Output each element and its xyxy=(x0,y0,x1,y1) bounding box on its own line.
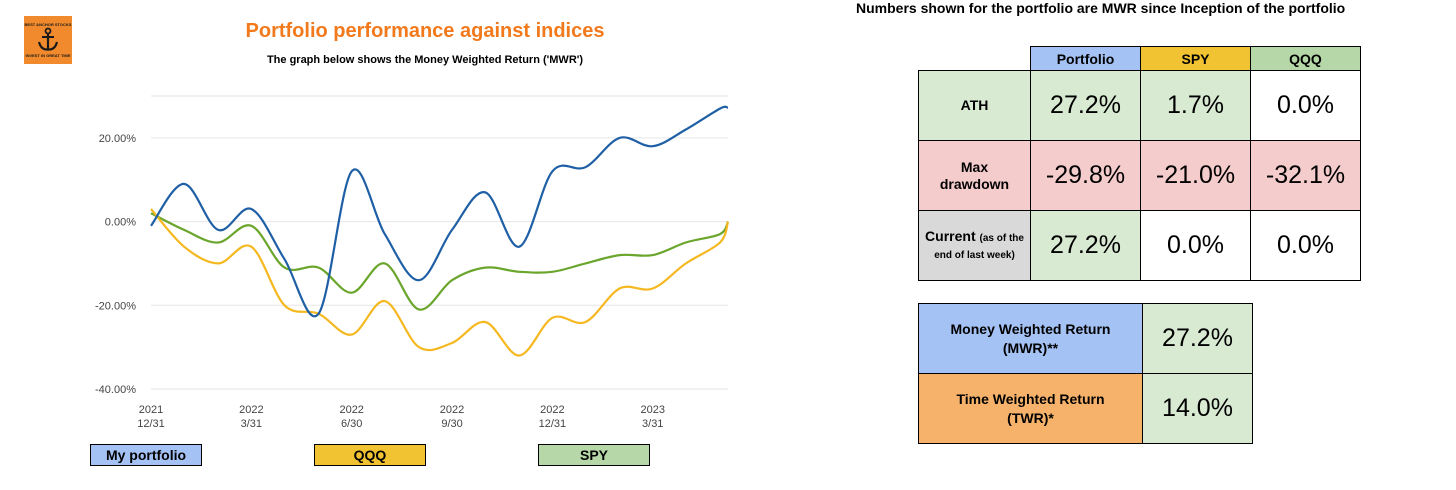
y-tick-label: 20.00% xyxy=(99,133,137,145)
table-note: Numbers shown for the portfolio are MWR … xyxy=(856,0,1346,16)
series-line-qqq xyxy=(150,208,730,357)
return-method-table: Money Weighted Return (MWR)** 27.2% Time… xyxy=(918,303,1253,444)
y-tick-label: -20.00% xyxy=(95,300,136,312)
cell-mwr-value: 27.2% xyxy=(1142,303,1253,374)
current-label: Current xyxy=(925,227,976,244)
cell-drawdown-qqq: -32.1% xyxy=(1250,140,1361,211)
header-portfolio: Portfolio xyxy=(1030,46,1141,71)
series-line-my-portfolio xyxy=(150,105,729,318)
row-label-ath: ATH xyxy=(918,70,1031,141)
x-tick-label: 9/30 xyxy=(441,418,462,430)
row-label-current: Current (as of the end of last week) xyxy=(918,210,1031,281)
table-row-twr: Time Weighted Return (TWR)* 14.0% xyxy=(918,373,1253,444)
chart-subtitle: The graph below shows the Money Weighted… xyxy=(266,54,584,66)
x-tick-label: 2022 xyxy=(239,404,263,416)
row-label-twr: Time Weighted Return (TWR)* xyxy=(918,373,1143,444)
x-tick-label: 6/30 xyxy=(341,418,362,430)
x-tick-label: 12/31 xyxy=(137,418,165,430)
cell-drawdown-portfolio: -29.8% xyxy=(1030,140,1141,211)
legend-label: QQQ xyxy=(353,447,387,463)
y-tick-label: 0.00% xyxy=(105,217,136,229)
cell-current-qqq: 0.0% xyxy=(1250,210,1361,281)
x-tick-label: 2022 xyxy=(540,404,564,416)
table-row-ath: ATH 27.2% 1.7% 0.0% xyxy=(918,70,1361,141)
cell-twr-value: 14.0% xyxy=(1142,373,1253,444)
anchor-icon xyxy=(37,27,59,51)
x-tick-label: 12/31 xyxy=(539,418,567,430)
performance-table: Portfolio SPY QQQ ATH 27.2% 1.7% 0.0% Ma… xyxy=(918,46,1361,281)
legend-item-my-portfolio: My portfolio xyxy=(90,444,202,466)
legend-label: My portfolio xyxy=(105,447,187,463)
chart-title: Portfolio performance against indices xyxy=(245,20,605,42)
logo-text-bottom: INVEST IN GREAT TIME xyxy=(25,53,71,58)
header-spy: SPY xyxy=(1140,46,1251,71)
table-row-current: Current (as of the end of last week) 27.… xyxy=(918,210,1361,281)
y-tick-label: -40.00% xyxy=(95,384,136,396)
cell-ath-spy: 1.7% xyxy=(1140,70,1251,141)
row-label-max-drawdown: Max drawdown xyxy=(918,140,1031,211)
cell-ath-qqq: 0.0% xyxy=(1250,70,1361,141)
cell-current-spy: 0.0% xyxy=(1140,210,1251,281)
header-qqq: QQQ xyxy=(1250,46,1361,71)
x-tick-label: 2022 xyxy=(339,404,363,416)
cell-drawdown-spy: -21.0% xyxy=(1140,140,1251,211)
logo-text-top: BEST ANCHOR STOCKS xyxy=(24,22,72,27)
row-label-mwr: Money Weighted Return (MWR)** xyxy=(918,303,1143,374)
legend-item-qqq: QQQ xyxy=(314,444,426,466)
x-tick-label: 3/31 xyxy=(642,418,663,430)
x-tick-label: 2022 xyxy=(440,404,464,416)
table-row-mwr: Money Weighted Return (MWR)** 27.2% xyxy=(918,303,1253,374)
table-row-max-drawdown: Max drawdown -29.8% -21.0% -32.1% xyxy=(918,140,1361,211)
x-tick-label: 3/31 xyxy=(241,418,262,430)
legend-item-spy: SPY xyxy=(538,444,650,466)
x-tick-label: 2021 xyxy=(139,404,163,416)
series-line-spy xyxy=(150,212,730,311)
cell-ath-portfolio: 27.2% xyxy=(1030,70,1141,141)
table-corner xyxy=(919,47,1031,71)
brand-logo: BEST ANCHOR STOCKS INVEST IN GREAT TIME xyxy=(24,16,72,64)
x-tick-label: 2023 xyxy=(640,404,664,416)
cell-current-portfolio: 27.2% xyxy=(1030,210,1141,281)
legend-label: SPY xyxy=(579,447,608,463)
line-chart: 20.00% 0.00% -20.00% -40.00%2021 12/31 2022 3/… xyxy=(95,95,730,430)
current-note: (as of the end of last week) xyxy=(934,232,1024,261)
